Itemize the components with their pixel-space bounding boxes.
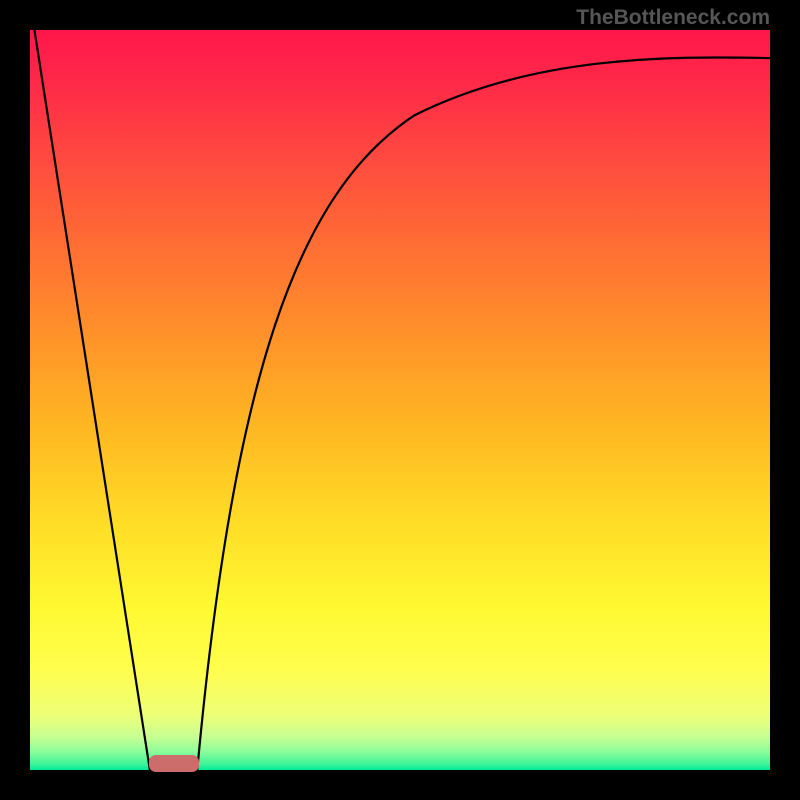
chart-frame: TheBottleneck.com (0, 0, 800, 800)
right-curve (197, 57, 772, 770)
curves-overlay (0, 0, 800, 800)
left-line (34, 30, 149, 770)
bottleneck-marker (149, 755, 199, 772)
watermark-text: TheBottleneck.com (576, 6, 770, 30)
